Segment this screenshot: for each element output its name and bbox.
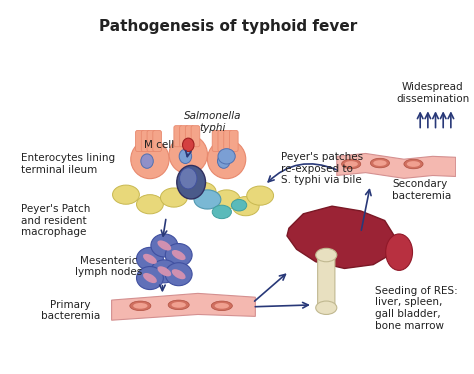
Ellipse shape — [161, 188, 187, 207]
Ellipse shape — [247, 186, 273, 205]
Text: Widespread
dissemination: Widespread dissemination — [396, 82, 469, 104]
FancyBboxPatch shape — [141, 131, 150, 151]
Ellipse shape — [212, 205, 231, 219]
Ellipse shape — [342, 159, 361, 169]
FancyBboxPatch shape — [185, 126, 194, 147]
Ellipse shape — [143, 254, 157, 264]
Text: Peyer's patches
re-exposed to
S. typhi via bile: Peyer's patches re-exposed to S. typhi v… — [281, 152, 364, 186]
Ellipse shape — [141, 154, 153, 168]
Ellipse shape — [172, 269, 186, 279]
Ellipse shape — [232, 197, 259, 216]
Text: Pathogenesis of typhoid fever: Pathogenesis of typhoid fever — [100, 19, 358, 34]
Ellipse shape — [157, 240, 171, 251]
Ellipse shape — [112, 185, 139, 204]
Text: Peyer's Patch
and resident
macrophage: Peyer's Patch and resident macrophage — [20, 204, 90, 237]
Ellipse shape — [179, 149, 191, 163]
Ellipse shape — [231, 199, 247, 211]
FancyBboxPatch shape — [180, 126, 188, 147]
Ellipse shape — [370, 158, 390, 168]
Ellipse shape — [345, 161, 358, 167]
Ellipse shape — [165, 243, 192, 267]
FancyBboxPatch shape — [218, 131, 227, 151]
Ellipse shape — [133, 303, 147, 309]
Polygon shape — [287, 206, 394, 269]
Ellipse shape — [172, 302, 186, 308]
Ellipse shape — [177, 165, 206, 199]
Ellipse shape — [172, 250, 186, 260]
FancyBboxPatch shape — [136, 131, 144, 151]
Ellipse shape — [194, 190, 221, 209]
Ellipse shape — [137, 194, 164, 214]
Polygon shape — [337, 153, 456, 178]
Ellipse shape — [157, 266, 171, 276]
Ellipse shape — [213, 190, 240, 209]
Ellipse shape — [189, 182, 216, 201]
Ellipse shape — [373, 160, 387, 166]
Ellipse shape — [316, 301, 337, 315]
Text: M cell: M cell — [144, 140, 174, 150]
Ellipse shape — [407, 161, 420, 167]
Ellipse shape — [404, 159, 423, 169]
Ellipse shape — [168, 300, 189, 310]
FancyBboxPatch shape — [212, 131, 221, 151]
Text: Primary
bacteremia: Primary bacteremia — [41, 300, 100, 321]
Ellipse shape — [151, 234, 178, 257]
Text: Salmonella
typhi: Salmonella typhi — [183, 111, 241, 133]
Polygon shape — [111, 293, 255, 320]
Text: Secondary
bacteremia: Secondary bacteremia — [392, 179, 452, 201]
FancyBboxPatch shape — [174, 126, 182, 147]
Text: Seeding of RES:
liver, spleen,
gall bladder,
bone marrow: Seeding of RES: liver, spleen, gall blad… — [375, 286, 458, 331]
Text: Mesenteric
lymph nodes: Mesenteric lymph nodes — [75, 256, 142, 278]
FancyBboxPatch shape — [229, 131, 238, 151]
Ellipse shape — [137, 267, 164, 289]
Ellipse shape — [137, 247, 164, 270]
FancyBboxPatch shape — [191, 126, 200, 147]
Ellipse shape — [180, 168, 197, 189]
FancyBboxPatch shape — [153, 131, 162, 151]
Ellipse shape — [182, 138, 194, 151]
Ellipse shape — [143, 273, 157, 283]
Ellipse shape — [165, 263, 192, 286]
Ellipse shape — [218, 149, 235, 164]
Ellipse shape — [151, 260, 178, 283]
FancyBboxPatch shape — [224, 131, 232, 151]
Ellipse shape — [169, 135, 208, 174]
FancyBboxPatch shape — [318, 252, 335, 311]
Text: Enterocytes lining
terminal ileum: Enterocytes lining terminal ileum — [20, 153, 115, 175]
Ellipse shape — [215, 303, 229, 309]
Ellipse shape — [386, 234, 412, 270]
Ellipse shape — [211, 301, 232, 311]
Ellipse shape — [208, 140, 246, 179]
Ellipse shape — [316, 248, 337, 262]
Ellipse shape — [218, 154, 230, 168]
Ellipse shape — [130, 301, 151, 311]
FancyBboxPatch shape — [147, 131, 155, 151]
Ellipse shape — [131, 140, 169, 179]
